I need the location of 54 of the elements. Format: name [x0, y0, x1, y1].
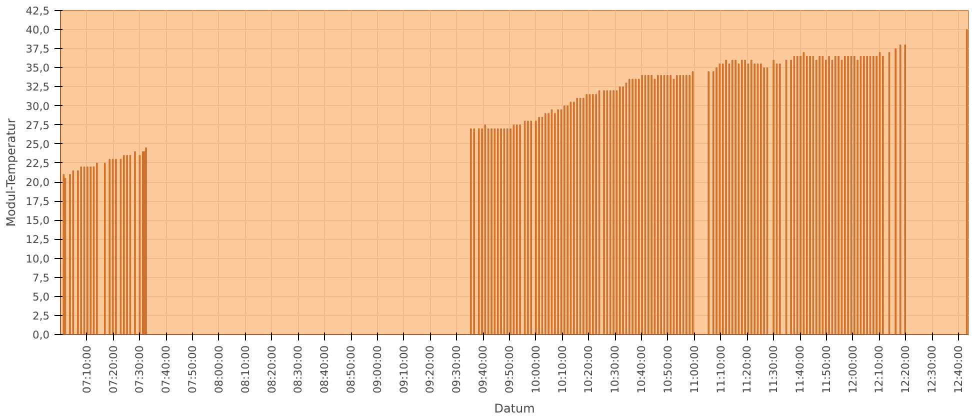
x-tick-label: 11:10:00	[714, 345, 728, 394]
x-tick-label: 08:40:00	[318, 345, 332, 394]
y-tick-label: 40,0	[26, 24, 50, 37]
x-tick-label: 10:50:00	[661, 345, 674, 394]
y-tick-label: 42,5	[26, 4, 50, 18]
y-tick-label: 27,5	[26, 118, 50, 132]
x-tick-label: 08:50:00	[344, 345, 358, 394]
y-tick-label: 37,5	[26, 42, 50, 56]
x-axis-title: Datum	[494, 401, 535, 416]
x-tick-label: 11:30:00	[767, 345, 780, 394]
x-tick-label: 10:30:00	[608, 345, 622, 394]
x-tick-label: 08:30:00	[292, 345, 305, 394]
x-tick-label: 10:00:00	[529, 345, 542, 394]
x-tick-label: 08:10:00	[238, 345, 252, 394]
x-tick-label: 11:50:00	[820, 345, 833, 394]
y-tick-label: 0,0	[32, 328, 50, 342]
y-tick-label: 15,0	[26, 214, 50, 228]
y-tick-label: 7,5	[32, 271, 50, 284]
x-tick-label: 07:30:00	[133, 345, 146, 394]
y-tick-label: 20,0	[26, 176, 50, 190]
x-tick-label: 09:10:00	[397, 345, 410, 394]
y-tick-label: 2,5	[32, 309, 50, 322]
x-tick-label: 12:20:00	[899, 345, 912, 394]
x-tick-label: 08:20:00	[265, 345, 278, 394]
x-tick-label: 09:40:00	[476, 345, 490, 394]
x-tick-label: 12:30:00	[926, 345, 939, 394]
x-tick-label: 08:00:00	[212, 345, 226, 394]
y-tick-label: 25,0	[26, 138, 50, 151]
x-tick-label: 07:20:00	[106, 345, 120, 394]
y-tick-label: 5,0	[32, 290, 50, 304]
y-tick-label: 35,0	[26, 62, 50, 75]
x-tick-label: 09:20:00	[424, 345, 437, 394]
x-tick-label: 07:10:00	[80, 345, 94, 394]
x-tick-label: 07:40:00	[160, 345, 173, 394]
x-tick-label: 10:40:00	[635, 345, 648, 394]
y-axis-title: Modul-Temperatur	[4, 118, 18, 227]
x-tick-label: 07:50:00	[186, 345, 200, 394]
y-tick-label: 32,5	[26, 80, 50, 94]
x-tick-label: 10:20:00	[582, 345, 596, 394]
x-tick-label: 09:50:00	[502, 345, 516, 394]
x-tick-label: 09:30:00	[450, 345, 464, 394]
x-tick-label: 12:10:00	[872, 345, 886, 394]
y-tick-label: 22,5	[26, 156, 50, 170]
x-tick-label: 11:00:00	[688, 345, 701, 394]
y-tick-label: 12,5	[26, 233, 50, 246]
x-tick-label: 11:40:00	[794, 345, 807, 394]
y-tick-label: 17,5	[26, 195, 50, 208]
y-tick-label: 30,0	[26, 100, 50, 113]
x-tick-label: 10:10:00	[556, 345, 569, 394]
x-tick-label: 12:00:00	[846, 345, 860, 394]
x-tick-label: 11:20:00	[740, 345, 754, 394]
y-tick-label: 10,0	[26, 252, 50, 266]
x-tick-label: 12:40:00	[952, 345, 965, 394]
x-tick-label: 09:00:00	[370, 345, 384, 394]
